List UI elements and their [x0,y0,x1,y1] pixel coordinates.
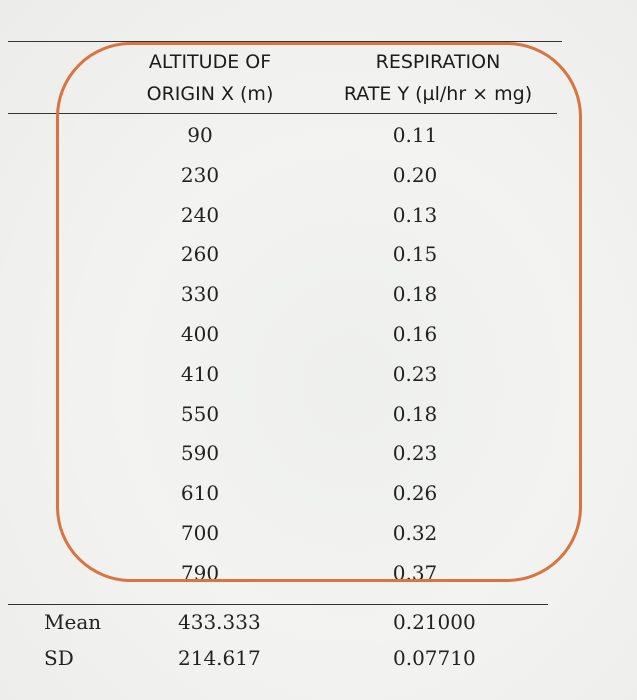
respiration-cell: 0.32 [392,520,438,545]
header-altitude-line1: ALTITUDE OF [148,51,272,73]
table-row: 330 0.18 [0,276,637,316]
altitude-cell: 590 [180,441,220,466]
mean-respiration-value: 0.21000 [393,610,476,634]
altitude-cell: 330 [180,282,220,307]
altitude-cell: 610 [180,481,220,506]
header-divider-rule [8,113,557,114]
sd-respiration-value: 0.07710 [393,646,476,670]
table-row: 230 0.20 [0,157,637,197]
handwritten-circle-annotation [56,42,582,582]
respiration-cell: 0.23 [392,361,438,386]
altitude-cell: 260 [180,242,220,267]
respiration-cell: 0.13 [392,202,438,227]
table-row: 410 0.23 [0,356,637,396]
table-row: 400 0.16 [0,316,637,356]
respiration-cell: 0.18 [392,401,438,426]
respiration-cell: 0.20 [392,162,438,187]
respiration-cell: 0.23 [392,441,438,466]
mean-label: Mean [44,610,102,634]
table-bottom-rule [8,604,548,605]
header-respiration: RESPIRATION RATE Y (µl/hr × mg) [318,46,558,110]
table-row: 590 0.23 [0,435,637,475]
respiration-cell: 0.15 [392,242,438,267]
altitude-cell: 550 [180,401,220,426]
table-body: 90 0.11 230 0.20 240 0.13 260 0.15 330 0.18 4… [0,117,637,595]
header-respiration-line2: RATE Y (µl/hr × mg) [343,83,533,105]
altitude-cell: 400 [180,321,220,346]
header-altitude-line2: ORIGIN X (m) [146,83,274,105]
respiration-cell: 0.18 [392,282,438,307]
table-row: 260 0.15 [0,236,637,276]
sd-label: SD [44,646,74,670]
altitude-cell: 90 [187,123,213,147]
respiration-cell: 0.11 [392,123,438,147]
altitude-cell: 700 [180,520,220,545]
altitude-cell: 230 [180,162,220,187]
table-row: 700 0.32 [0,515,637,555]
altitude-cell: 410 [180,361,220,386]
table-top-rule [8,41,562,42]
respiration-cell: 0.26 [392,481,438,506]
header-altitude: ALTITUDE OF ORIGIN X (m) [130,46,290,110]
table-row: 240 0.13 [0,197,637,237]
mean-altitude-value: 433.333 [178,610,261,634]
respiration-cell: 0.16 [392,321,438,346]
sd-altitude-value: 214.617 [178,646,261,670]
table-row: 90 0.11 [0,117,637,157]
table-row: 550 0.18 [0,396,637,436]
table-row: 610 0.26 [0,475,637,515]
header-respiration-line1: RESPIRATION [375,51,501,73]
altitude-cell: 240 [180,202,220,227]
